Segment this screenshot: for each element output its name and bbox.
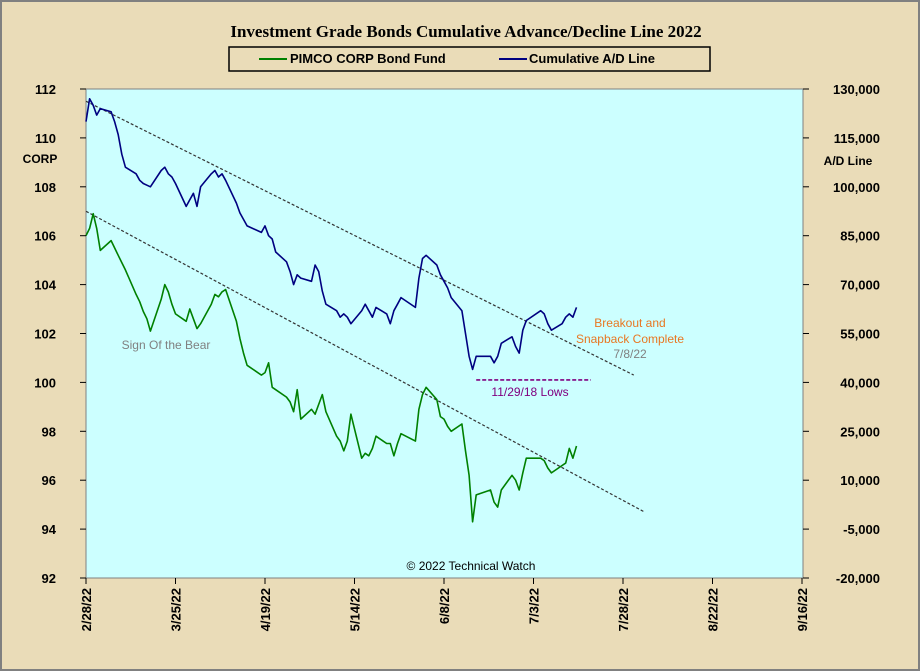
x-tick-label: 3/25/22 (169, 588, 184, 631)
trendline (85, 210, 645, 513)
y-right-tick-label: 10,000 (840, 473, 880, 488)
legend: PIMCO CORP Bond Fund Cumulative A/D Line (228, 46, 711, 72)
legend-label-ad-line: Cumulative A/D Line (529, 51, 655, 66)
trendlines (85, 100, 645, 513)
x-tick-label: 6/8/22 (437, 588, 452, 624)
chart-title: Investment Grade Bonds Cumulative Advanc… (230, 22, 701, 41)
y-right-tick-label: 70,000 (840, 278, 880, 293)
x-tick-label: 7/28/22 (616, 588, 631, 631)
x-tick-label: 2/28/22 (79, 588, 94, 631)
annotation-sign-of-the-bear: Sign Of the Bear (122, 338, 211, 352)
annotation-breakout: Breakout and (594, 316, 665, 330)
annotation-snapback: Snapback Complete (576, 332, 684, 346)
y-right-tick-label: 40,000 (840, 375, 880, 390)
series-ad-line (85, 98, 578, 371)
y-left-tick-label: 106 (34, 229, 56, 244)
annotation-date: 7/8/22 (613, 347, 647, 361)
y-right-tick-label: 85,000 (840, 229, 880, 244)
legend-box (228, 46, 711, 72)
y-left-tick-label: 96 (42, 473, 56, 488)
y-left-tick-label: 94 (42, 522, 57, 537)
y-right-tick-label: 25,000 (840, 424, 880, 439)
x-tick-label: 7/3/22 (527, 588, 542, 624)
trendline (85, 100, 635, 376)
y-left-tick-label: 110 (35, 131, 56, 146)
y-left-axis-label: CORP (23, 152, 58, 166)
y-left-tick-label: 112 (35, 82, 56, 97)
annotation-lows: 11/29/18 Lows (491, 385, 568, 399)
x-tick-label: 4/19/22 (258, 588, 273, 631)
y-left-tick-label: 108 (34, 180, 56, 195)
x-tick-label: 5/14/22 (348, 588, 363, 631)
y-right-tick-label: -20,000 (836, 571, 880, 586)
legend-label-pimco: PIMCO CORP Bond Fund (290, 51, 446, 66)
plot-area (85, 88, 804, 579)
y-left-tick-label: 100 (34, 375, 56, 390)
y-left-tick-label: 92 (42, 571, 56, 586)
y-right-tick-label: 130,000 (833, 82, 880, 97)
y-right-tick-label: 100,000 (833, 180, 880, 195)
y-right-tick-label: 55,000 (840, 327, 880, 342)
series-pimco-line (85, 212, 578, 523)
series-lines (85, 98, 578, 523)
y-left-tick-label: 98 (42, 424, 56, 439)
copyright-notice: © 2022 Technical Watch (407, 559, 536, 573)
x-tick-label: 9/16/22 (795, 588, 810, 631)
y-right-axis-label: A/D Line (824, 154, 873, 168)
y-left-tick-label: 104 (34, 278, 56, 293)
y-right-tick-label: 115,000 (834, 131, 880, 146)
x-tick-label: 8/22/22 (706, 588, 721, 631)
y-left-tick-label: 102 (34, 327, 56, 342)
axes: 92 94 96 98 100 102 104 106 108 110 112 -20,000 -5,0… (34, 82, 880, 631)
y-right-tick-label: -5,000 (843, 522, 880, 537)
